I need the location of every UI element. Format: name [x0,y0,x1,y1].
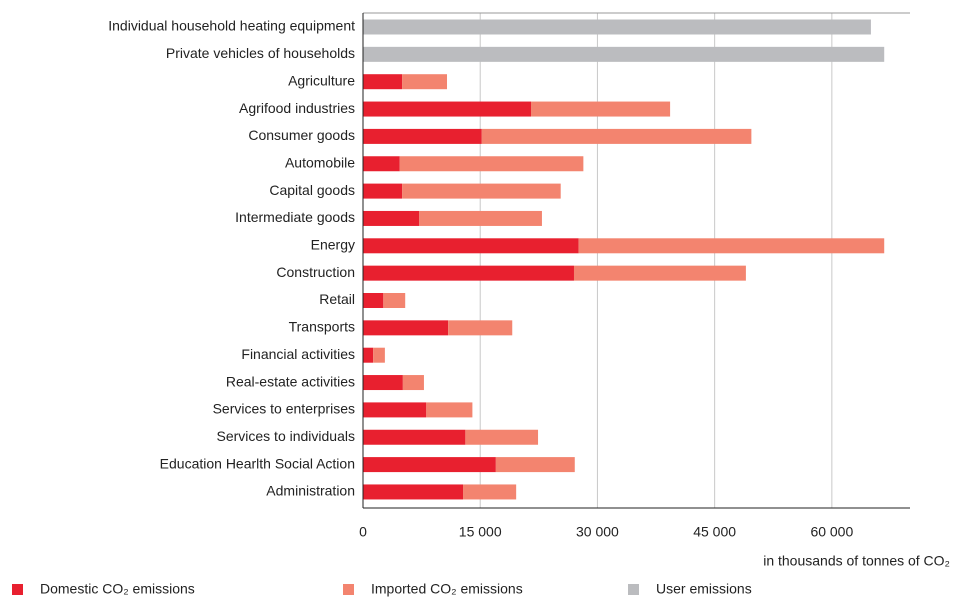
bar [383,293,406,308]
bar [531,101,671,117]
legend-label: Imported CO₂ emissions [371,581,523,597]
y-tick-label: Services to individuals [216,428,355,444]
x-axis-label: in thousands of tonnes of CO₂ [763,553,950,569]
y-tick-label: Intermediate goods [235,209,355,225]
bar [402,375,424,391]
bar [481,128,752,144]
bar [363,429,466,445]
bar [363,210,420,226]
x-tick-label: 60 000 [810,524,853,540]
bar [495,457,575,473]
bar [399,156,584,172]
legend-swatch [628,584,639,595]
bar [363,238,579,254]
bar [363,320,449,336]
bar [463,484,517,500]
y-tick-label: Administration [266,483,355,499]
bar [363,457,496,473]
y-tick-label: Individual household heating equipment [108,18,355,34]
bar [373,347,385,363]
y-tick-label: Financial activities [241,346,355,362]
bar [402,183,561,199]
bar [465,429,539,445]
bar [363,484,464,500]
bar [578,238,885,254]
bar [363,293,384,308]
x-tick-label: 30 000 [576,524,619,540]
bar [363,183,403,199]
y-tick-label: Capital goods [269,182,355,198]
bar [363,347,374,363]
x-tick-label: 15 000 [459,524,502,540]
bar [402,74,448,90]
y-tick-label: Education Hearlth Social Action [160,455,355,471]
y-tick-label: Energy [311,237,355,253]
y-tick-label: Automobile [285,154,355,170]
bar [573,265,746,281]
bar [363,46,885,62]
bar [426,402,473,418]
y-tick-label: Agrifood industries [239,100,355,116]
bar [363,19,871,35]
legend-label: Domestic CO₂ emissions [40,581,195,597]
y-tick-label: Private vehicles of households [166,45,355,61]
y-tick-label: Consumer goods [248,127,355,143]
bar [363,375,403,391]
bar [363,402,427,418]
y-tick-label: Transports [289,319,355,335]
y-tick-label: Construction [276,264,355,280]
x-tick-label: 0 [359,524,367,540]
legend-swatch [12,584,23,595]
bar [363,156,400,172]
legend-swatch [343,584,354,595]
y-tick-label: Retail [319,291,355,307]
bar [363,265,574,281]
bar [448,320,513,336]
legend-label: User emissions [656,581,752,597]
bar [363,101,532,117]
bar [419,210,542,226]
y-tick-label: Agriculture [288,72,355,88]
bar [363,128,482,144]
y-tick-label: Real-estate activities [226,373,355,389]
bar [363,74,403,90]
y-tick-label: Services to enterprises [213,401,355,417]
x-tick-label: 45 000 [693,524,736,540]
